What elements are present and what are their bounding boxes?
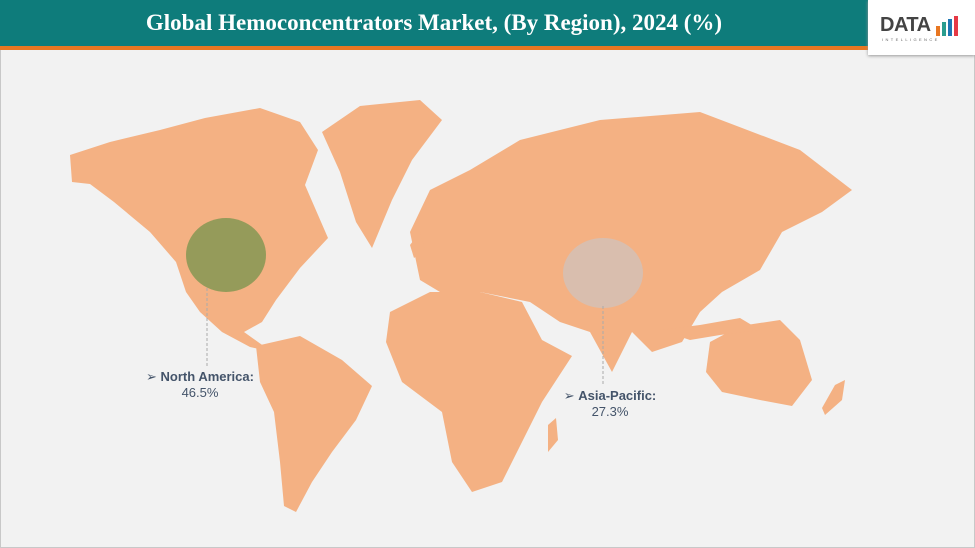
australia xyxy=(706,320,812,406)
new-zealand xyxy=(822,380,845,415)
asia-pacific-label: ➢ Asia-Pacific: 27.3% xyxy=(540,388,680,419)
logo-subtext: INTELLIGENCE xyxy=(882,37,940,42)
indonesia xyxy=(660,318,760,340)
region-value: 27.3% xyxy=(591,404,629,419)
greenland xyxy=(322,100,442,248)
datam-intelligence-logo: DATA INTELLIGENCE xyxy=(868,0,975,55)
africa xyxy=(386,292,572,492)
arrow-icon: ➢ xyxy=(146,369,161,384)
arrow-icon: ➢ xyxy=(563,388,579,403)
madagascar xyxy=(548,418,558,452)
asia-pacific-bubble xyxy=(563,238,643,308)
region-value: 46.5% xyxy=(181,385,219,400)
uk xyxy=(410,232,425,258)
region-name: Asia-Pacific: xyxy=(578,388,657,403)
chart-title: Global Hemoconcentrators Market, (By Reg… xyxy=(145,10,723,35)
eurasia xyxy=(410,112,852,372)
north-america-label: ➢ North America: 46.5% xyxy=(130,369,270,400)
region-name: North America: xyxy=(160,369,254,384)
continents xyxy=(70,100,852,512)
south-america xyxy=(256,336,372,512)
header-bar: Global Hemoconcentrators Market, (By Reg… xyxy=(0,0,868,50)
logo-text: DATA xyxy=(880,14,931,36)
north-america-bubble xyxy=(186,218,266,292)
